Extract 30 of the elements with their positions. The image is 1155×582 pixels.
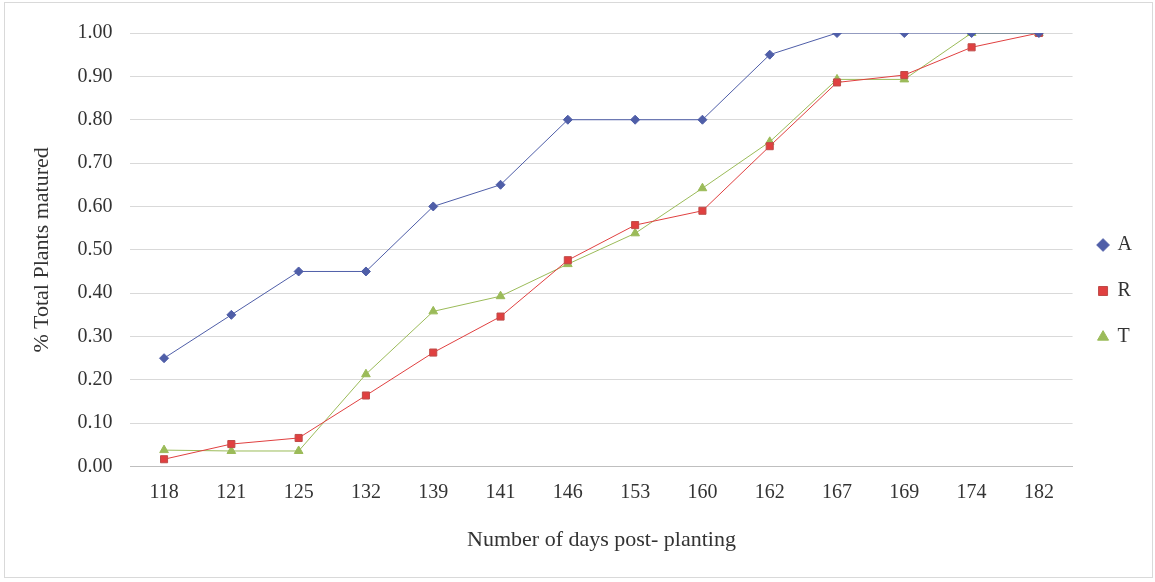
x-tick-label: 182	[1023, 479, 1054, 502]
x-tick-label: 125	[283, 479, 314, 502]
y-tick-label: 0.60	[77, 193, 113, 216]
legend-label: T	[1117, 324, 1130, 347]
x-tick-label: 141	[485, 479, 516, 502]
y-tick-label: 0.00	[77, 453, 113, 476]
y-tick-label: 1.00	[77, 20, 113, 43]
y-tick-label: 0.80	[77, 106, 113, 129]
x-tick-label: 132	[350, 479, 381, 502]
y-tick-label: 0.30	[77, 323, 113, 346]
x-axis-title: Number of days post- planting	[467, 525, 736, 551]
x-tick-label: 146	[552, 479, 583, 502]
x-tick-label: 118	[149, 479, 179, 502]
x-tick-label: 174	[956, 479, 987, 502]
x-tick-label: 169	[889, 479, 920, 502]
x-tick-label: 121	[216, 479, 247, 502]
legend-label: R	[1117, 278, 1132, 301]
y-tick-label: 0.40	[77, 280, 113, 303]
y-tick-label: 0.90	[77, 63, 113, 86]
x-tick-label: 162	[754, 479, 785, 502]
legend-label: A	[1117, 232, 1133, 255]
y-tick-label: 0.50	[77, 237, 113, 260]
y-tick-label: 0.70	[77, 150, 113, 173]
x-tick-label: 139	[418, 479, 449, 502]
x-tick-label: 160	[687, 479, 718, 502]
y-axis-title: % Total Plants matured	[27, 147, 53, 353]
x-tick-label: 167	[822, 479, 853, 502]
y-tick-label: 0.10	[77, 410, 113, 433]
y-tick-label: 0.20	[77, 367, 113, 390]
x-tick-label: 153	[620, 479, 651, 502]
